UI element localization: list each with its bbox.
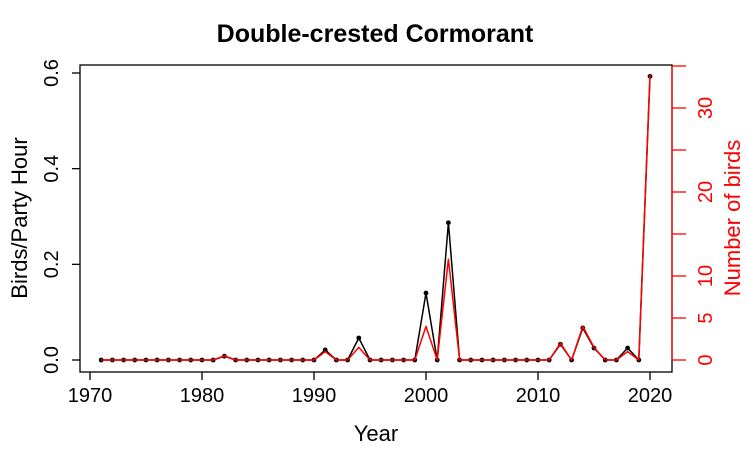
y2-tick-label: 20: [695, 181, 717, 203]
y2-tick-label: 30: [695, 97, 717, 119]
y2-tick-label: 10: [695, 265, 717, 287]
data-point: [423, 290, 429, 296]
data-point: [625, 345, 630, 351]
chart-title: Double-crested Cormorant: [217, 20, 534, 48]
series-layer: [98, 73, 653, 363]
y-axis-right: 0 5 10 20 30: [671, 65, 717, 366]
x-tick-label: 1970: [68, 385, 113, 407]
x-tick-label: 2000: [404, 385, 449, 407]
data-point: [446, 220, 451, 226]
x-tick-label: 1990: [292, 385, 337, 407]
y-tick-label: 0.4: [41, 155, 63, 183]
data-point: [356, 335, 362, 341]
x-tick-label: 2020: [628, 385, 673, 407]
series-line-1: [101, 76, 651, 361]
y-axis-left-title: Birds/Party Hour: [7, 137, 32, 298]
x-tick-label: 2010: [516, 385, 561, 407]
y2-tick-label: 0: [695, 354, 717, 365]
data-point: [322, 347, 328, 353]
y-axis-right-title: Number of birds: [720, 140, 745, 297]
y-tick-label: 0.2: [41, 250, 63, 278]
x-axis-title: Year: [354, 421, 398, 446]
y2-tick-label: 5: [695, 312, 717, 323]
x-axis: 1970 1980 1990 2000 2010 2020: [68, 372, 673, 407]
y-tick-label: 0.0: [41, 346, 63, 374]
series-line-2: [101, 74, 651, 361]
y-tick-label: 0.6: [41, 59, 63, 87]
y-axis-left: 0.0 0.2 0.4 0.6: [41, 59, 80, 374]
x-tick-label: 1980: [180, 385, 225, 407]
